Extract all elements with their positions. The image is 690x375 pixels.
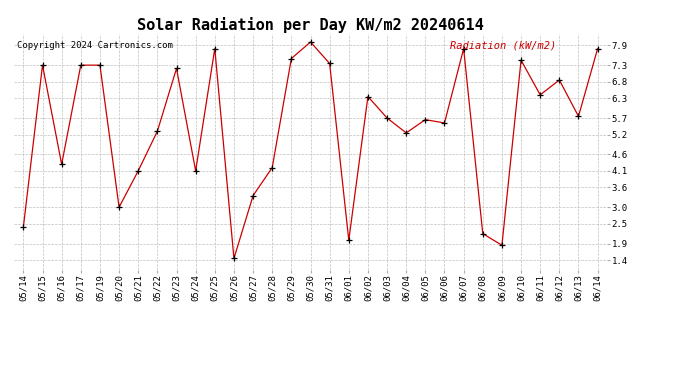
Text: Copyright 2024 Cartronics.com: Copyright 2024 Cartronics.com [17,41,172,50]
Title: Solar Radiation per Day KW/m2 20240614: Solar Radiation per Day KW/m2 20240614 [137,16,484,33]
Text: Radiation (kW/m2): Radiation (kW/m2) [450,41,556,51]
